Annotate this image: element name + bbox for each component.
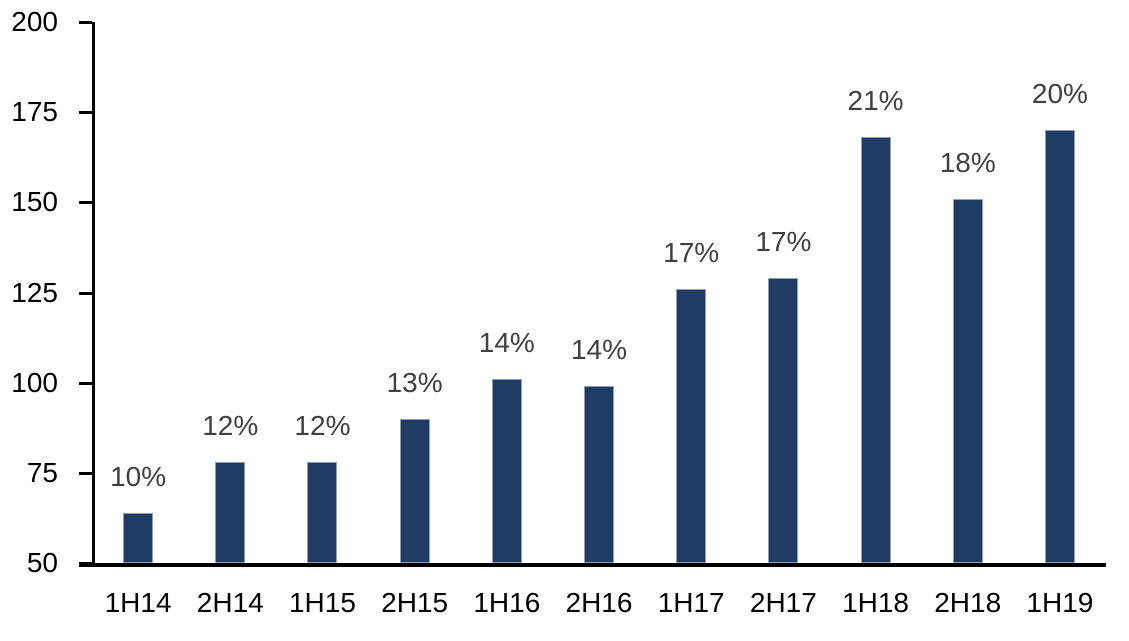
y-tick-label: 150 (11, 186, 58, 218)
y-tick-label: 75 (26, 456, 58, 488)
x-tick-label-1h15: 1H15 (288, 587, 356, 618)
bar-1h14 (123, 512, 154, 563)
bar-label-1h17: 17% (663, 236, 720, 268)
bar-label-1h19: 20% (1031, 78, 1088, 110)
bar-1h15 (307, 462, 338, 563)
y-tick-mark (79, 471, 92, 475)
x-tick-label-1h17: 1H17 (657, 587, 725, 618)
y-tick-mark (79, 21, 92, 24)
bar-label-2h16: 14% (570, 334, 628, 366)
x-tick-label-1h16: 1H16 (473, 587, 541, 618)
y-axis-line (92, 22, 95, 567)
x-tick-label-2h14: 2H14 (196, 587, 264, 618)
bar-1h17 (676, 288, 707, 563)
y-tick-label: 175 (11, 96, 58, 128)
bar-label-1h14: 10% (110, 460, 167, 492)
bar-2h16 (584, 386, 614, 563)
bar-label-2h17: 17% (755, 226, 812, 258)
y-tick-label: 200 (11, 6, 58, 37)
x-tick-label-2h16: 2H16 (565, 587, 633, 618)
bar-2h15 (399, 418, 430, 563)
y-tick-mark (79, 291, 92, 295)
y-tick-label: 125 (11, 276, 58, 308)
bar-1h18 (860, 137, 891, 563)
x-tick-label-1h14: 1H14 (104, 587, 172, 618)
bar-2h17 (768, 278, 799, 563)
bar-label-2h18: 18% (939, 146, 996, 178)
bar-1h19 (1044, 130, 1075, 563)
bar-label-1h18: 21% (847, 85, 904, 117)
y-tick-mark (79, 381, 92, 385)
bar-label-1h15: 12% (294, 410, 351, 441)
bar-1h16 (491, 379, 522, 563)
y-tick-mark (79, 201, 92, 205)
bar-label-2h14: 12% (202, 410, 259, 441)
x-tick-label-1h19: 1H19 (1026, 587, 1094, 618)
bar-2h14 (215, 462, 246, 563)
y-tick-mark (79, 111, 92, 115)
bar-2h18 (952, 198, 983, 563)
bar-label-2h15: 13% (386, 366, 443, 398)
x-tick-label-1h18: 1H18 (842, 587, 909, 618)
x-tick-label-2h17: 2H17 (749, 587, 817, 618)
y-tick-label: 50 (26, 547, 58, 578)
x-tick-label-2h18: 2H18 (934, 587, 1002, 618)
x-tick-label-2h15: 2H15 (381, 587, 449, 618)
x-axis-line (79, 563, 1106, 567)
y-tick-label: 100 (11, 366, 58, 398)
bar-label-1h16: 14% (478, 327, 535, 359)
